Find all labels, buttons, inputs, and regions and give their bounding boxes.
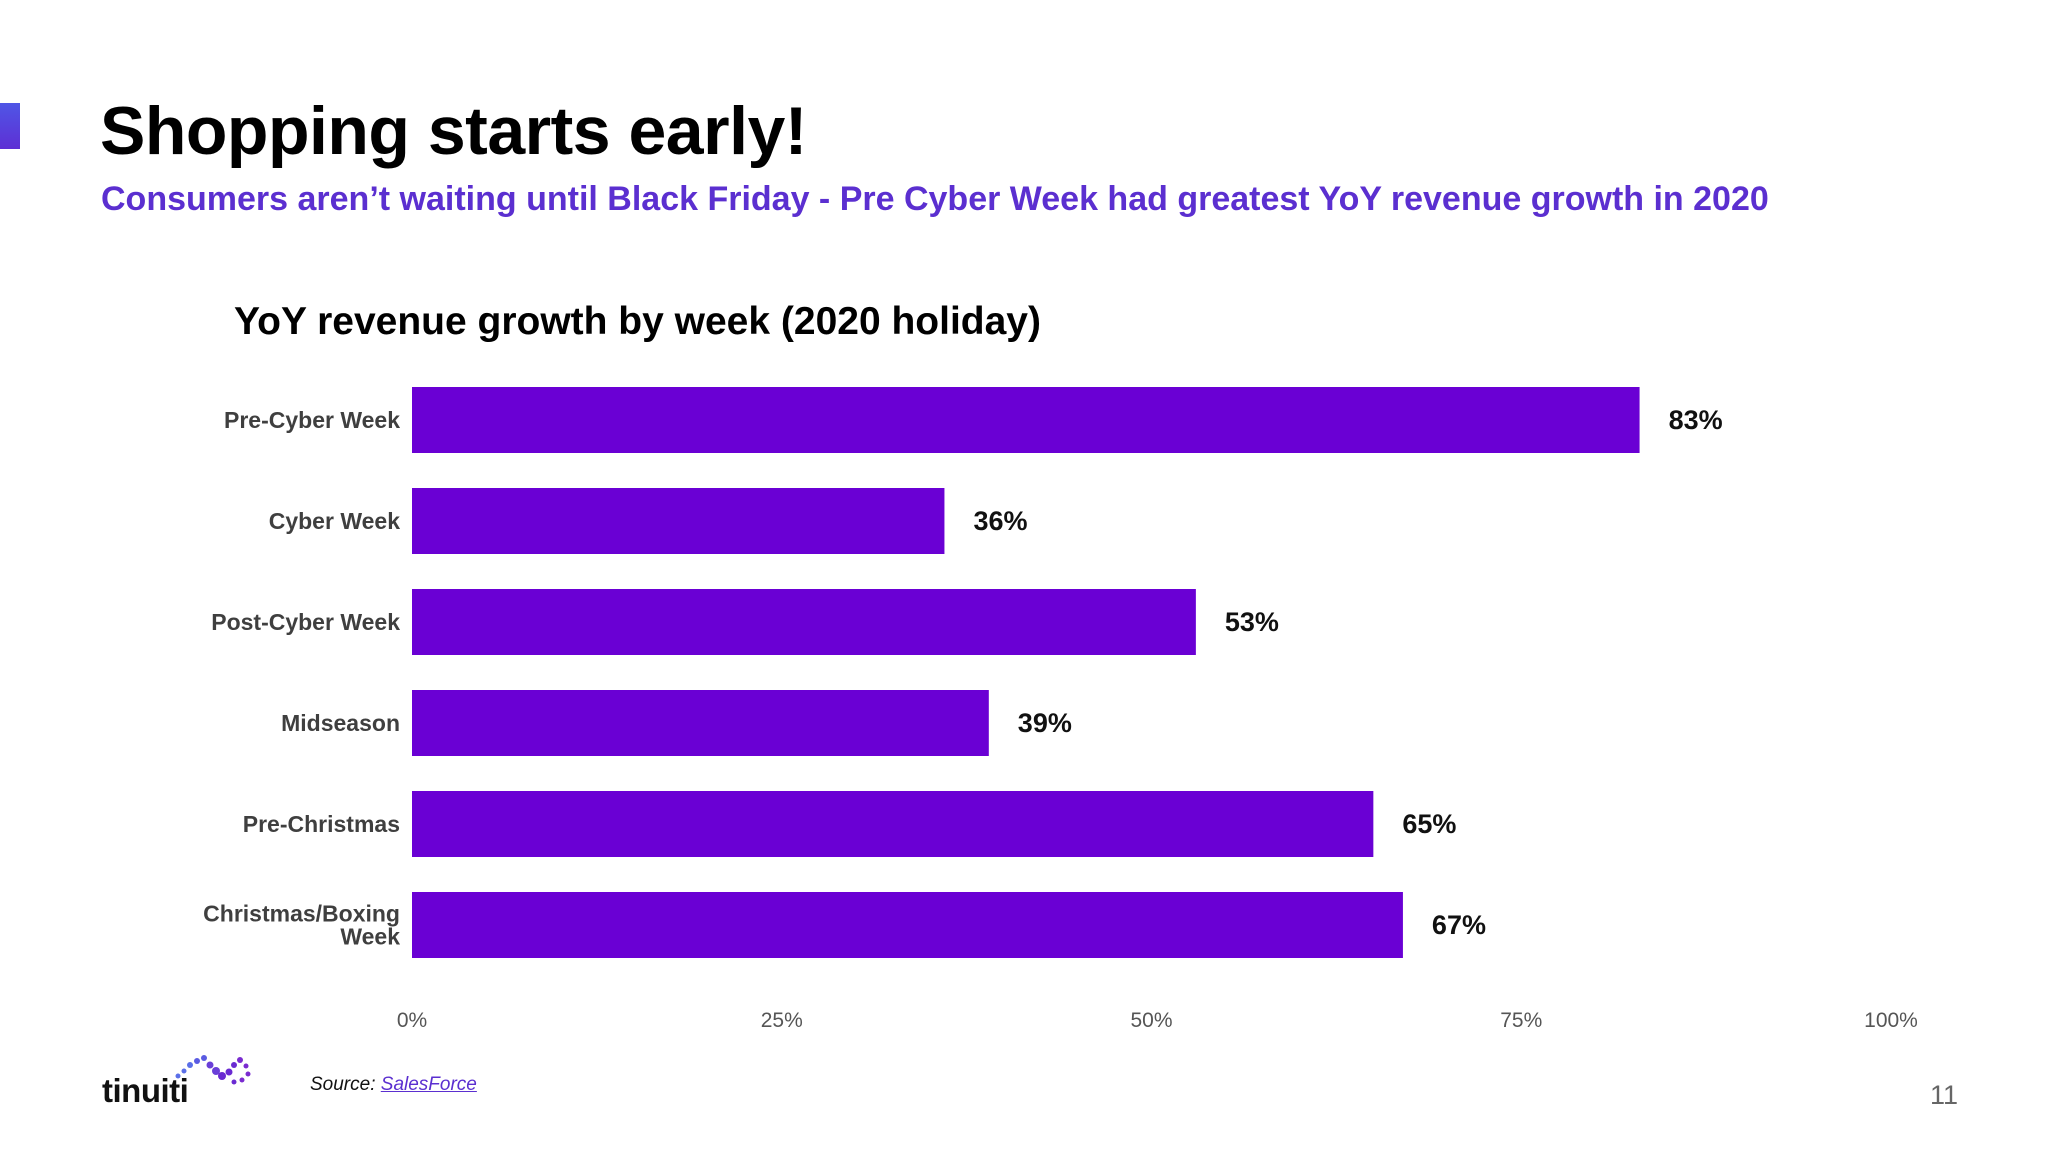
bar-cyber-week <box>412 488 945 554</box>
bar-christmas-boxing-week <box>412 892 1403 958</box>
logo-wordmark: tinuiti <box>102 1072 189 1109</box>
category-label-pre-christmas: Pre-Christmas <box>243 811 400 837</box>
category-label-post-cyber-week: Post-Cyber Week <box>211 609 400 635</box>
value-label-pre-christmas: 65% <box>1402 809 1456 839</box>
bar-midseason <box>412 690 989 756</box>
value-labels: 83% 36% 53% 39% 65% 67% <box>973 405 1722 940</box>
value-label-cyber-week: 36% <box>973 506 1027 536</box>
dot-cluster-logo-icon <box>175 1055 251 1085</box>
category-label-christmas-boxing-week: Christmas/Boxing Week <box>203 901 400 950</box>
x-tick-label-25: 25% <box>761 1009 803 1032</box>
tinuiti-logo: tinuiti <box>102 1052 252 1109</box>
source-link[interactable]: SalesForce <box>380 1074 477 1095</box>
value-label-post-cyber-week: 53% <box>1225 607 1279 637</box>
bars-group <box>412 387 1640 958</box>
page-number: 11 <box>1930 1080 1959 1110</box>
bar-post-cyber-week <box>412 589 1196 655</box>
x-axis-ticks: 0% 25% 50% 75% 100% <box>397 1009 1918 1032</box>
value-label-christmas-boxing-week: 67% <box>1432 910 1486 940</box>
category-label-pre-cyber-week: Pre-Cyber Week <box>224 407 400 433</box>
x-tick-label-75: 75% <box>1500 1009 1542 1032</box>
source-note: Source: SalesForce <box>310 1074 477 1096</box>
category-label-midseason: Midseason <box>281 710 400 736</box>
x-tick-label-50: 50% <box>1130 1009 1172 1032</box>
category-labels: Pre-Cyber Week Cyber Week Post-Cyber Week M… <box>203 407 400 950</box>
category-label-cyber-week: Cyber Week <box>269 508 400 534</box>
slide-title: Shopping starts early! <box>100 93 807 169</box>
source-label: Source: <box>310 1074 376 1095</box>
bar-pre-christmas <box>412 791 1374 857</box>
slide-subtitle: Consumers aren’t waiting until Black Fri… <box>101 180 1769 218</box>
bar-pre-cyber-week <box>412 387 1640 453</box>
chart-title: YoY revenue growth by week (2020 holiday… <box>234 300 1041 343</box>
value-label-midseason: 39% <box>1018 708 1072 738</box>
accent-tab <box>0 103 20 149</box>
value-label-pre-cyber-week: 83% <box>1669 405 1723 435</box>
x-tick-label-100: 100% <box>1864 1009 1918 1032</box>
x-tick-label-0: 0% <box>397 1009 427 1032</box>
